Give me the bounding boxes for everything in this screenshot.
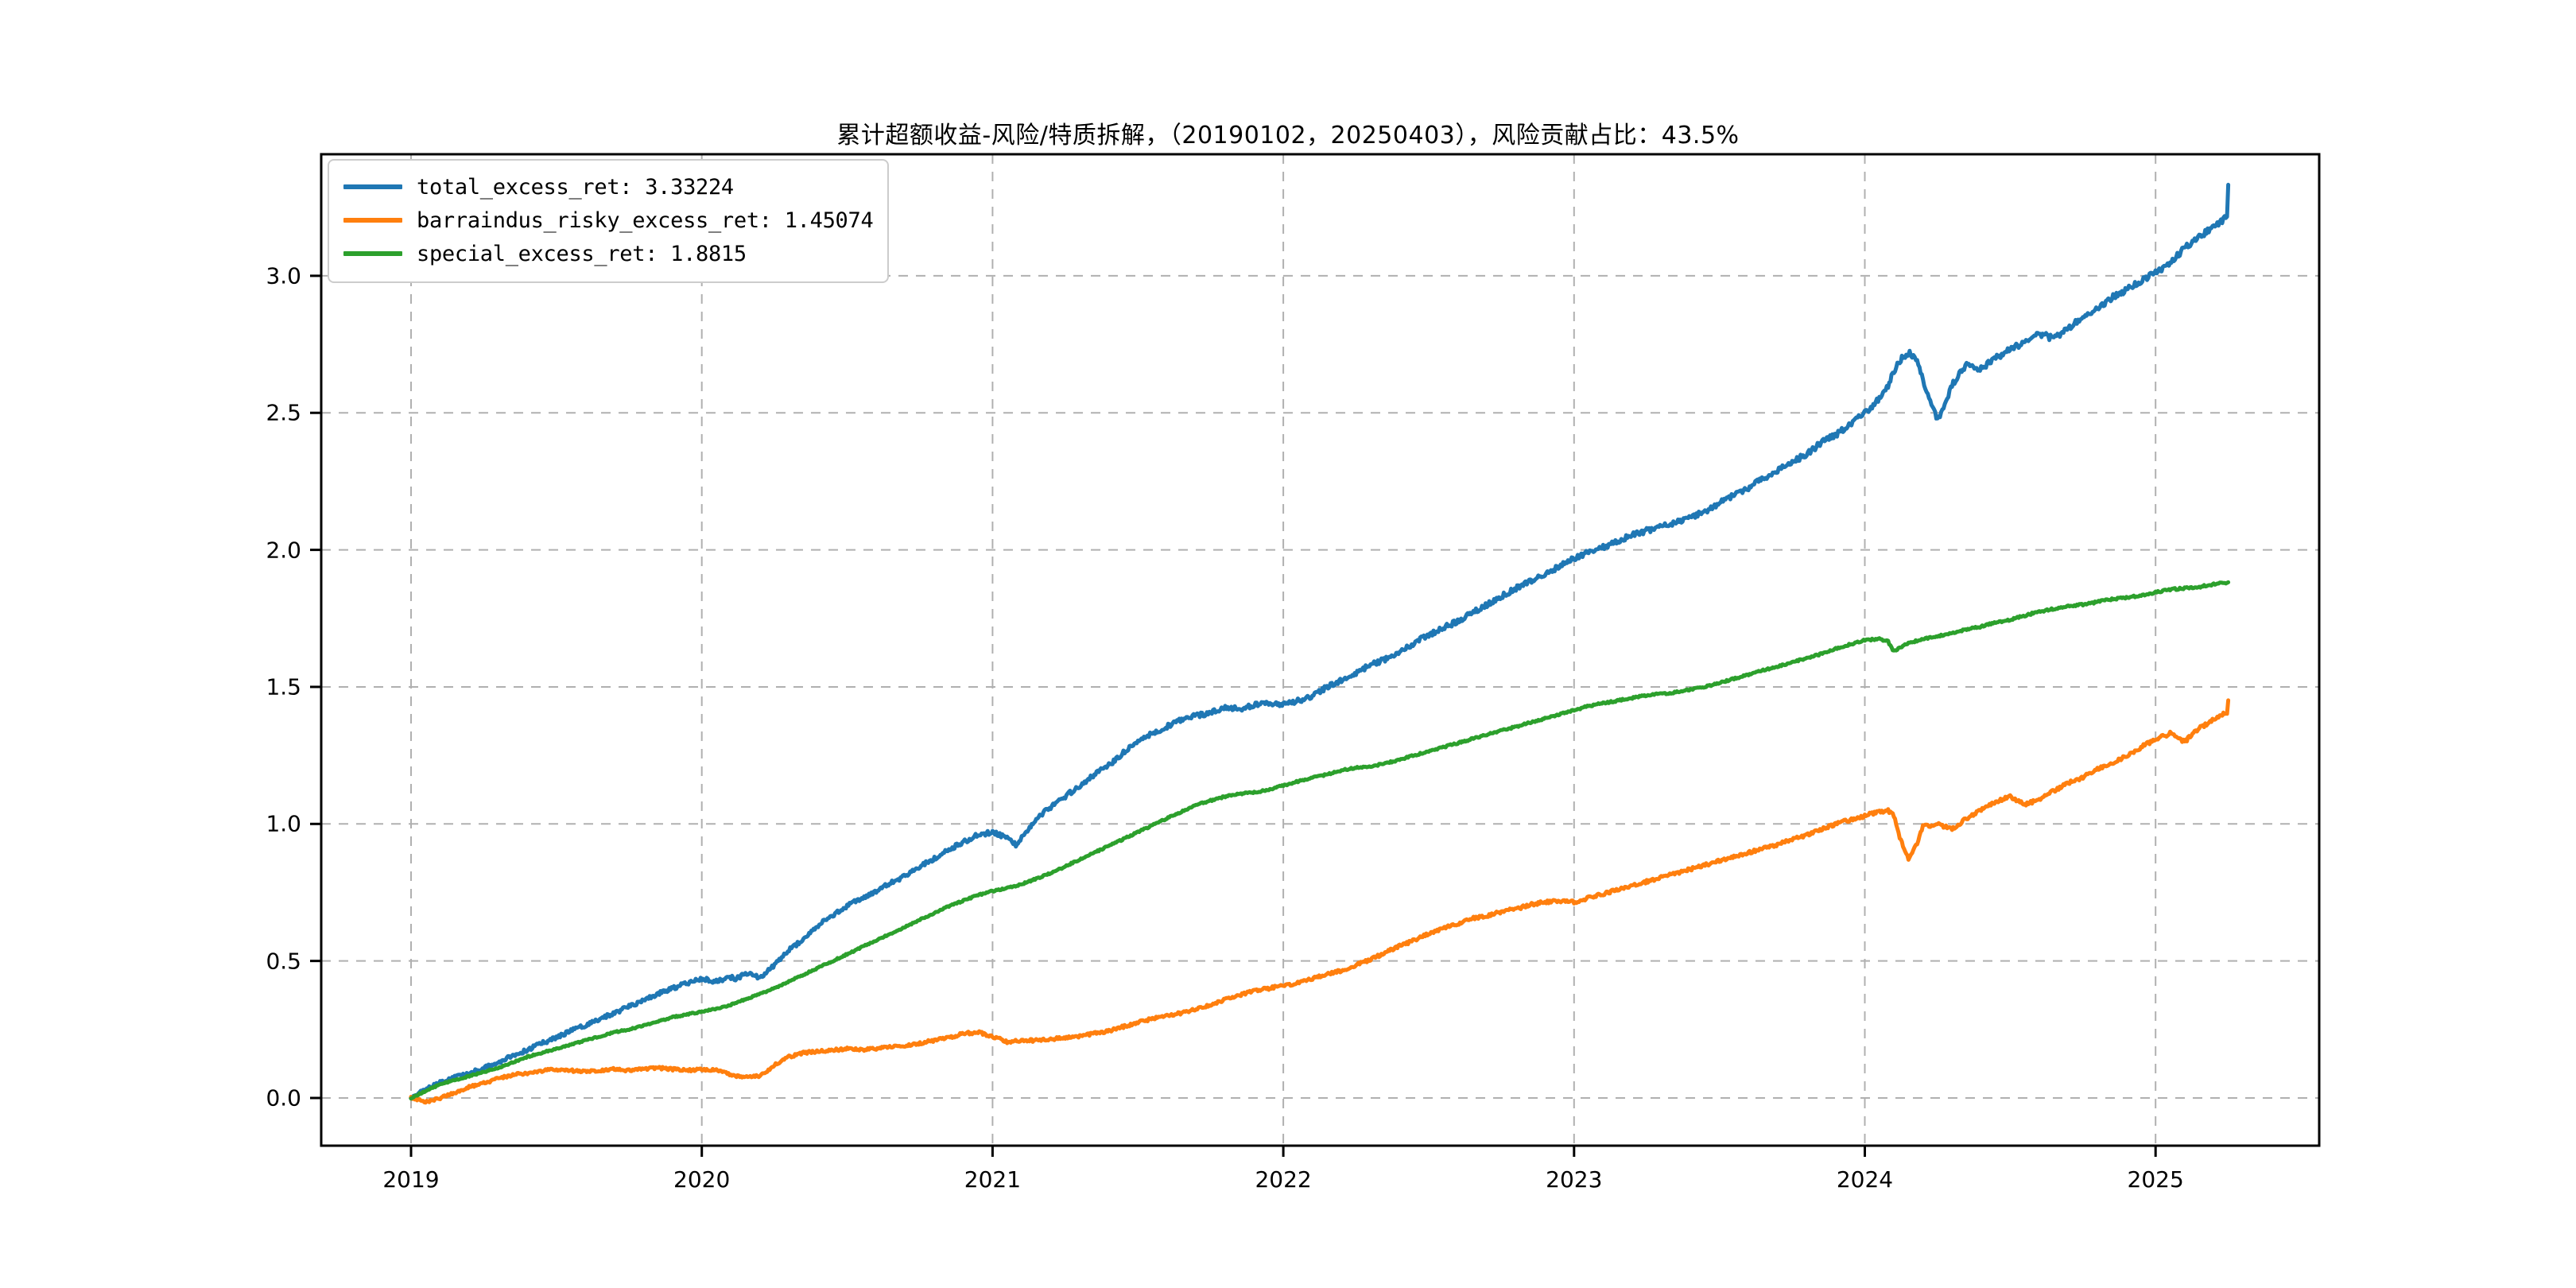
x-tick-label: 2021 (964, 1166, 1022, 1193)
y-tick-label: 3.0 (266, 262, 301, 289)
x-tick-label: 2020 (673, 1166, 731, 1193)
legend-label: barraindus_risky_excess_ret: 1.45074 (417, 208, 874, 233)
series-line-total-excess-ret (409, 182, 2231, 1100)
tick-marks (310, 274, 2157, 1157)
series-lines (409, 182, 2231, 1105)
x-tick-label: 2023 (1546, 1166, 1603, 1193)
x-tick-label: 2022 (1255, 1166, 1312, 1193)
gridlines (321, 154, 2319, 1146)
legend-label: total_excess_ret: 3.33224 (417, 174, 734, 200)
chart-title: 累计超额收益-风险/特质拆解，（20190102，20250403），风险贡献占… (836, 122, 1740, 149)
y-tick-label: 0.0 (266, 1084, 301, 1111)
y-tick-label: 1.5 (266, 673, 301, 700)
y-tick-label: 2.0 (266, 537, 301, 564)
legend-item[interactable]: total_excess_ret: 3.33224 (343, 170, 873, 204)
legend-item[interactable]: barraindus_risky_excess_ret: 1.45074 (343, 204, 874, 237)
series-line-special-excess-ret (409, 580, 2231, 1101)
y-tick-label: 2.5 (266, 399, 301, 426)
series-line-barraindus-risky-excess-ret (409, 698, 2231, 1105)
x-tick-label: 2024 (1836, 1166, 1894, 1193)
x-tick-label: 2025 (2127, 1166, 2184, 1193)
legend-item[interactable]: special_excess_ret: 1.8815 (343, 237, 873, 270)
y-tick-label: 1.0 (266, 810, 301, 837)
plot-border (320, 153, 2321, 1147)
axes-spines (320, 153, 2321, 1147)
legend-color-swatch (343, 218, 402, 223)
chart-legend[interactable]: total_excess_ret: 3.33224 barraindus_risk… (328, 159, 890, 283)
x-tick-label: 2019 (382, 1166, 440, 1193)
legend-color-swatch (343, 184, 402, 189)
y-tick-label: 0.5 (266, 948, 301, 975)
legend-color-swatch (343, 251, 402, 256)
legend-label: special_excess_ret: 1.8815 (417, 241, 747, 266)
